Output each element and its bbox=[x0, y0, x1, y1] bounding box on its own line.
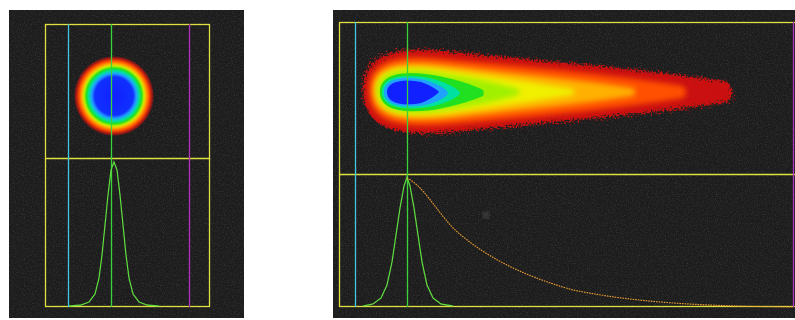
beam-profile-panel-right bbox=[333, 10, 795, 318]
beam-spot-left bbox=[74, 56, 154, 136]
intensity-profile-green-right bbox=[362, 175, 454, 307]
profile-frame-right bbox=[338, 173, 795, 308]
profile-frame-left bbox=[44, 157, 211, 308]
noise-speck bbox=[483, 212, 489, 218]
intensity-profile-orange-right bbox=[406, 177, 794, 308]
beam-profile-panel-left bbox=[9, 10, 244, 318]
beam-image-right bbox=[333, 10, 795, 318]
beam-streak-right bbox=[363, 49, 732, 134]
beam-image-left bbox=[9, 10, 244, 318]
intensity-profile-green-left bbox=[68, 160, 160, 307]
